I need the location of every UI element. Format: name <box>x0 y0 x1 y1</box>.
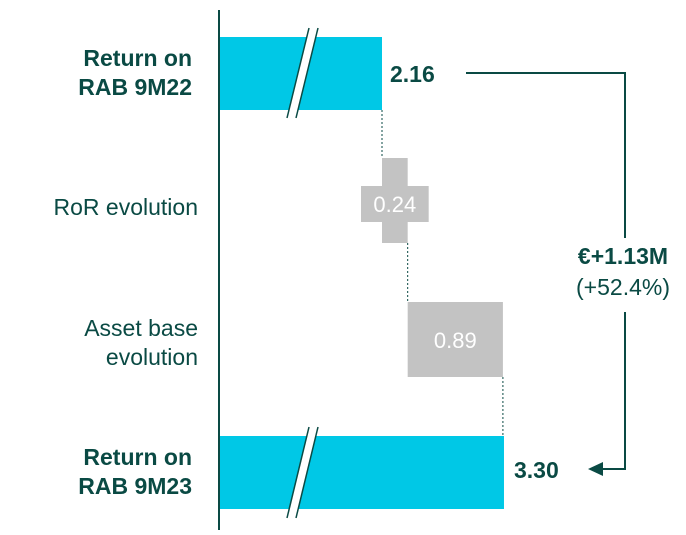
category-label-start-line2: RAB 9M22 <box>78 74 192 100</box>
axis-break-marker-top <box>286 27 319 119</box>
category-label-end-line2: RAB 9M23 <box>78 473 192 499</box>
change-annotation-amount: €+1.13M <box>578 243 668 269</box>
axis-break-line <box>295 27 319 119</box>
value-label-end: 3.30 <box>514 457 559 483</box>
value-label-ror: 0.24 <box>373 192 416 217</box>
axis-break-gap <box>287 427 318 518</box>
category-label-ror: RoR evolution <box>54 193 198 222</box>
bar-ror-evolution-label-band <box>361 186 429 222</box>
value-label-asset: 0.89 <box>434 328 477 353</box>
annotation-background <box>548 238 686 312</box>
category-label-ror-line1: RoR evolution <box>53 194 198 220</box>
axis-break-line <box>286 27 310 119</box>
category-label-start-line1: Return on <box>83 45 192 71</box>
change-annotation-percent: (+52.4%) <box>576 274 670 300</box>
axis-break-line <box>295 426 319 519</box>
axis-break-marker-bottom <box>286 426 319 519</box>
axis-break-line <box>286 426 310 519</box>
category-label-asset: Asset base evolution <box>84 314 198 372</box>
category-label-asset-line2: evolution <box>105 344 198 370</box>
axis-break-gap <box>287 28 318 118</box>
category-label-asset-line1: Asset base <box>84 315 198 341</box>
category-label-start: Return on RAB 9M22 <box>78 44 192 102</box>
category-label-end-line1: Return on <box>83 444 192 470</box>
category-label-end: Return on RAB 9M23 <box>78 443 192 501</box>
change-bracket-arrowhead <box>588 462 603 476</box>
value-label-start: 2.16 <box>390 61 435 87</box>
bar-asset-base-evolution <box>407 302 503 377</box>
bar-return-9m23 <box>220 436 504 509</box>
